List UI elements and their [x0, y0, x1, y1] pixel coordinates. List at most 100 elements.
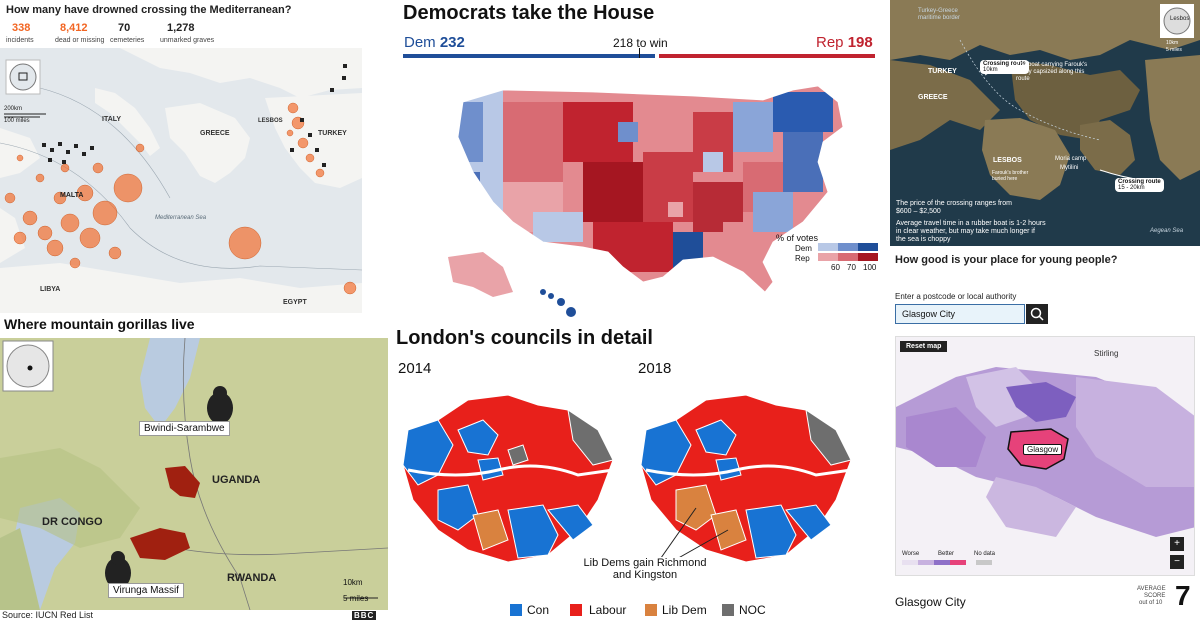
label-glasgow: Glasgow [1027, 445, 1059, 454]
gorilla-icon [105, 551, 131, 589]
label-price: The price of the crossing ranges from $6… [896, 200, 1012, 215]
legend-swatches [818, 243, 878, 261]
legend-dem: Dem [795, 244, 812, 253]
label-lesbos: LESBOS [993, 157, 1022, 164]
scale-km: 200km [4, 106, 23, 112]
label-boat: The boat carrying Farouk's family capsiz… [1016, 62, 1088, 82]
route2-dist: 15 - 20km [1118, 185, 1145, 191]
label-aegean: Aegean Sea [1150, 228, 1184, 234]
label-virunga: Virunga Massif [113, 585, 179, 596]
label-turkey: TURKEY [928, 68, 957, 75]
london-legend: Con Labour Lib Dem NOC [510, 603, 810, 619]
route1-box: Crossing route 10km [980, 60, 1029, 74]
search-field[interactable]: Glasgow City [895, 304, 1025, 324]
legend-title: % of votes [776, 233, 819, 243]
legend-label-con: Con [527, 603, 550, 617]
label-greece: GREECE [918, 94, 948, 101]
scale-miles: 5 miles [343, 594, 369, 603]
label-mytilini: Mytilini [1060, 165, 1079, 171]
reset-map-label: Reset map [906, 343, 942, 350]
legend-label-labour: Labour [589, 603, 627, 617]
gorillas-panel: Where mountain gorillas live Bwindi-Sara… [0, 313, 390, 623]
score-label-1: AVERAGE [1137, 586, 1166, 592]
stat-value: 70 [118, 22, 131, 34]
label-malta: MALTA [60, 192, 84, 199]
drowned-stats: 338 incidents 8,412 dead or missing 70 c… [0, 20, 362, 48]
year-2018: 2018 [638, 360, 672, 377]
stat-label: cemeteries [110, 37, 145, 44]
scale-km: 10km [1166, 40, 1179, 46]
london-map-2018 [640, 394, 852, 565]
zoom-out-button[interactable]: − [1170, 555, 1184, 569]
virunga-label-box: Virunga Massif [108, 583, 184, 598]
search-input[interactable]: Glasgow City [902, 309, 956, 319]
label-border: Turkey-Greece maritime border [918, 8, 961, 21]
glasgow-label-box: Glasgow [1023, 444, 1063, 455]
london-map-2014 [402, 394, 614, 563]
legend-tick: 60 [831, 263, 840, 272]
legend-label-libdem: Lib Dem [662, 603, 707, 617]
label-sea: Mediterranean Sea [155, 215, 207, 221]
legend-nodata: No data [974, 551, 996, 557]
reset-map-button[interactable]: Reset map [900, 341, 948, 352]
stat-value: 1,278 [167, 22, 195, 34]
to-win-label: 218 to win [613, 36, 668, 50]
dem-label: Dem 232 [404, 34, 465, 51]
house-panel: Democrats take the House Dem 232 218 to … [393, 0, 887, 330]
score-label-3: out of 10 [1139, 600, 1163, 606]
legend-tick: 70 [847, 263, 856, 272]
drowned-panel: How many have drowned crossing the Medit… [0, 0, 362, 313]
london-title: London's councils in detail [396, 327, 653, 349]
score-label-2: SCORE [1144, 593, 1166, 599]
rep-seats: 198 [847, 34, 873, 51]
label-lesbos: LESBOS [258, 118, 283, 124]
legend-swatch-noc [722, 604, 734, 616]
scale-miles: 5 miles [1166, 47, 1182, 53]
label-egypt: EGYPT [283, 299, 307, 306]
scale-km: 10km [343, 578, 363, 587]
young-title: How good is your place for young people? [895, 254, 1118, 266]
label-libya: LIBYA [40, 286, 61, 293]
route1-dist: 10km [983, 67, 998, 73]
year-2014: 2014 [398, 360, 432, 377]
young-panel: How good is your place for young people?… [895, 246, 1200, 623]
rep-label: Rep 198 [816, 34, 873, 51]
stat-label: incidents [6, 37, 34, 44]
legend-better: Better [938, 551, 955, 557]
majority-tick [639, 48, 640, 58]
label-travel: Average travel time in a rubber boat is … [896, 220, 1046, 243]
legend-rep: Rep [795, 254, 810, 263]
annotation-text: Lib Dems gain Richmond and Kingston [583, 557, 707, 581]
rep-text: Rep [816, 34, 844, 51]
zoom-in-button[interactable]: + [1170, 537, 1184, 551]
rep-seat-bar [659, 54, 875, 58]
place-name: Glasgow City [895, 595, 966, 609]
label-italy: ITALY [102, 116, 122, 123]
stat-label: unmarked graves [160, 37, 215, 44]
route1-label: Crossing route [983, 61, 1026, 67]
label-turkey: TURKEY [318, 130, 347, 137]
legend-label-noc: NOC [739, 603, 766, 617]
legend-tick: 100 [863, 263, 877, 272]
scotland-map: Reset map Stirling Glasgow Worse Better … [895, 336, 1195, 576]
bbc-logo: BBC [352, 611, 377, 620]
lesbos-panel: Turkey-Greece maritime border Crossing r… [890, 0, 1200, 246]
route2-label: Crossing route [1118, 179, 1161, 185]
route2-box: Crossing route 15 - 20km [1115, 178, 1164, 192]
house-title: Democrats take the House [403, 2, 655, 24]
input-label: Enter a postcode or local authority [895, 292, 1017, 301]
legend-swatch-libdem [645, 604, 657, 616]
drowned-title: How many have drowned crossing the Medit… [6, 4, 292, 16]
dem-seats: 232 [439, 34, 465, 51]
label-stirling: Stirling [1094, 349, 1119, 358]
gorillas-title: Where mountain gorillas live [4, 316, 195, 332]
label-rwanda: RWANDA [227, 572, 277, 584]
annotation-richmond: Lib Dems gain Richmond and Kingston [575, 557, 715, 581]
bwindi-label-box: Bwindi-Sarambwe [139, 421, 230, 436]
mediterranean-map [0, 48, 362, 313]
label-uganda: UGANDA [212, 474, 261, 486]
bbc-logo-text: BBC [354, 611, 375, 620]
search-button[interactable] [1026, 304, 1048, 324]
label-moria: Moria camp [1055, 156, 1087, 162]
stat-label: dead or missing [55, 37, 105, 44]
